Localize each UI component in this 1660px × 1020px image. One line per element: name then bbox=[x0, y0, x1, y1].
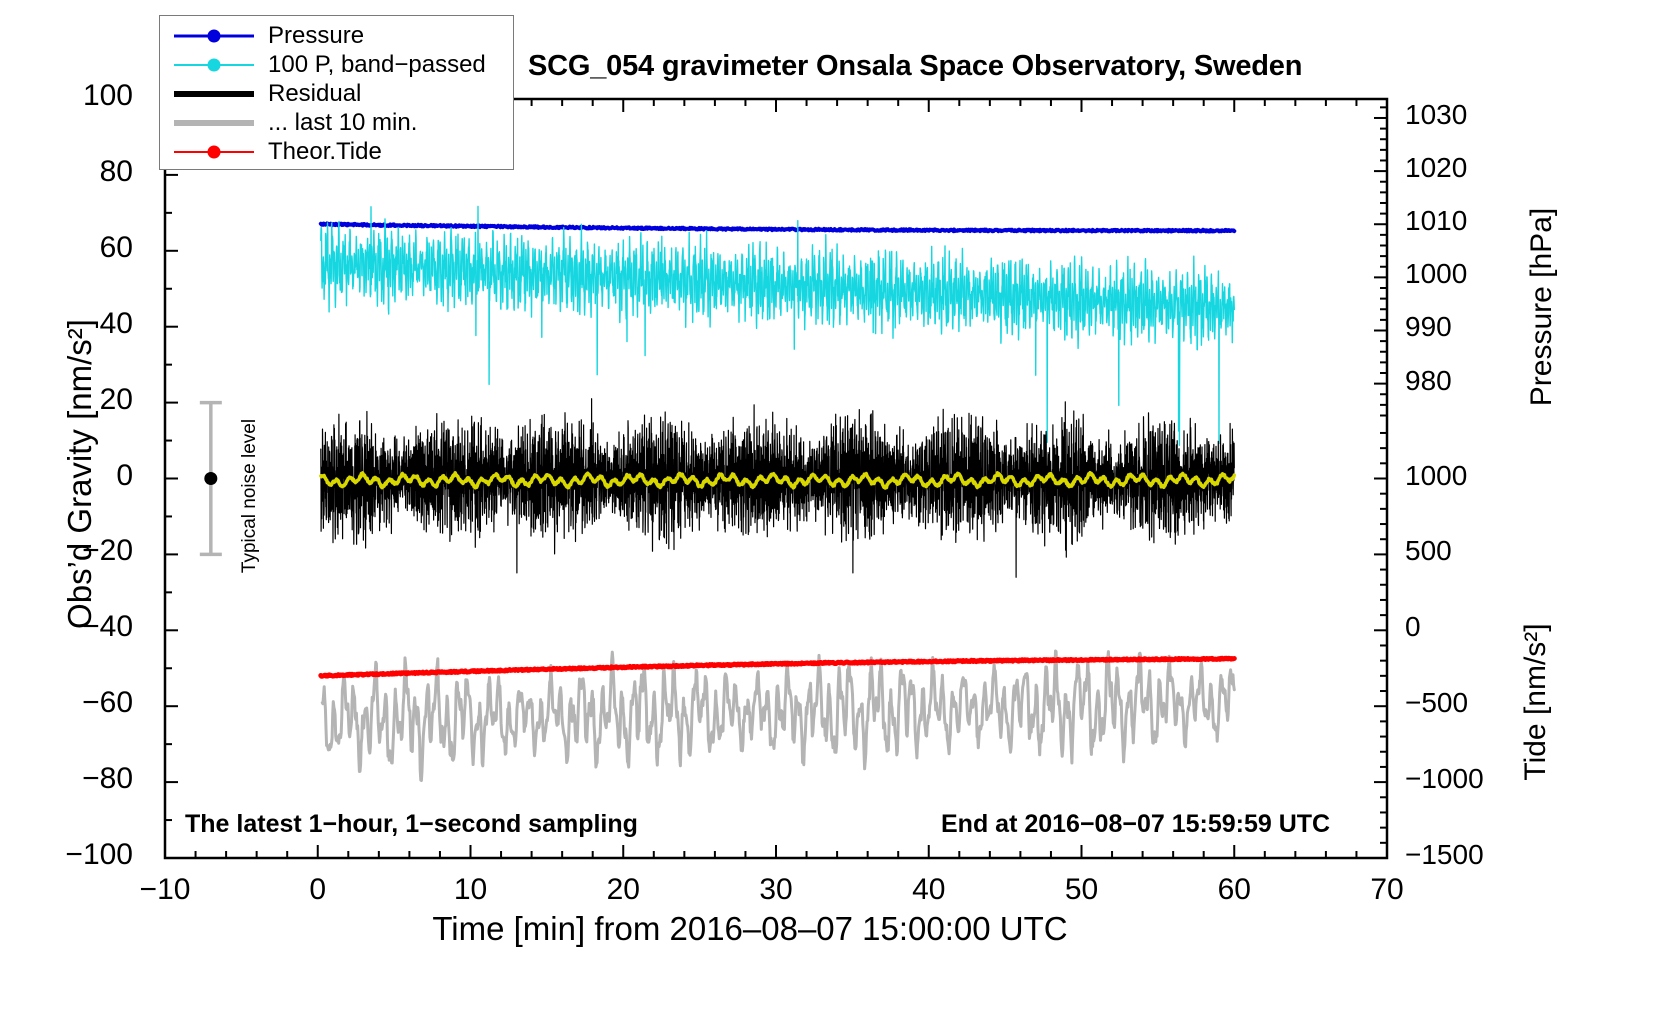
x-tick-4: 30 bbox=[759, 873, 793, 906]
y-tick-tide-1: −1000 bbox=[1405, 763, 1484, 795]
legend-entry-100-p-band-passed[interactable]: 100 P, band−passed bbox=[160, 50, 513, 79]
x-axis-label: Time [min] from 2016‒08‒07 15:00:00 UTC bbox=[432, 910, 1068, 947]
legend: Pressure 100 P, band−passed Residual... la… bbox=[159, 15, 514, 170]
y-tick-pressure-1: 990 bbox=[1405, 311, 1452, 343]
x-tick-1: 0 bbox=[309, 873, 327, 906]
legend-entry-last-10-min[interactable]: ... last 10 min. bbox=[160, 108, 513, 137]
y-tick-pressure-5: 1030 bbox=[1405, 98, 1468, 130]
series-residual-smoothed bbox=[319, 470, 1237, 490]
plot-annotations bbox=[199, 400, 222, 557]
legend-label: ... last 10 min. bbox=[268, 108, 418, 136]
legend-swatch-icon bbox=[172, 26, 256, 46]
x-tick-0: −10 bbox=[139, 873, 191, 906]
series-theor-tide bbox=[318, 655, 1237, 679]
x-tick-5: 40 bbox=[912, 873, 946, 906]
y-tick-left-5: 0 bbox=[116, 458, 133, 492]
x-tick-8: 70 bbox=[1370, 873, 1404, 906]
y-tick-left-10: 100 bbox=[82, 79, 133, 112]
legend-entry-pressure[interactable]: Pressure bbox=[160, 21, 513, 50]
y-tick-tide-5: 1000 bbox=[1405, 459, 1468, 491]
series-pressure bbox=[318, 221, 1237, 234]
y-tick-pressure-0: 980 bbox=[1405, 364, 1452, 396]
y-tick-left-0: −100 bbox=[65, 838, 133, 871]
y-tick-left-1: −80 bbox=[82, 762, 133, 796]
y-axis-right-tide-label: Tide [nm/s²] bbox=[1519, 623, 1552, 781]
y-tick-left-4: −20 bbox=[82, 534, 133, 568]
series-residual bbox=[320, 398, 1235, 578]
y-tick-tide-4: 500 bbox=[1405, 535, 1452, 567]
x-tick-7: 60 bbox=[1217, 873, 1251, 906]
y-tick-left-6: 20 bbox=[99, 382, 133, 416]
legend-entry-theor-tide[interactable]: Theor.Tide bbox=[160, 137, 513, 166]
y-tick-left-3: −40 bbox=[82, 610, 133, 644]
legend-swatch-icon bbox=[172, 55, 256, 75]
y-axis-right-pressure-label: Pressure [hPa] bbox=[1525, 207, 1558, 407]
footer-note-right: End at 2016−08−07 15:59:59 UTC bbox=[941, 810, 1331, 838]
noise-level-label: Typical noise level bbox=[239, 418, 260, 574]
y-tick-left-7: 40 bbox=[99, 306, 133, 340]
legend-label: Theor.Tide bbox=[268, 137, 382, 165]
legend-entry-residual[interactable]: Residual bbox=[160, 79, 513, 108]
y-tick-pressure-3: 1010 bbox=[1405, 205, 1468, 237]
series-last-10-min bbox=[320, 649, 1236, 782]
data-series bbox=[318, 205, 1237, 782]
y-tick-tide-3: 0 bbox=[1405, 611, 1421, 643]
y-tick-left-9: 80 bbox=[99, 154, 133, 188]
noise-level-bar bbox=[199, 400, 222, 557]
y-tick-pressure-4: 1020 bbox=[1405, 152, 1468, 184]
legend-label: 100 P, band−passed bbox=[268, 50, 486, 78]
y-tick-pressure-2: 1000 bbox=[1405, 258, 1468, 290]
series-100-p-band-passed bbox=[320, 205, 1235, 446]
y-tick-tide-0: −1500 bbox=[1405, 839, 1484, 870]
legend-swatch-icon bbox=[172, 142, 256, 162]
legend-label: Residual bbox=[268, 79, 362, 107]
footer-note-left: The latest 1−hour, 1−second sampling bbox=[185, 810, 638, 838]
x-tick-6: 50 bbox=[1064, 873, 1099, 906]
page-title: SCG_054 gravimeter Onsala Space Observat… bbox=[528, 50, 1303, 82]
legend-swatch-icon bbox=[172, 113, 256, 133]
x-tick-3: 20 bbox=[606, 873, 640, 906]
legend-label: Pressure bbox=[268, 21, 365, 49]
legend-swatch-icon bbox=[172, 84, 256, 104]
y-tick-left-2: −60 bbox=[82, 686, 133, 720]
y-tick-left-8: 60 bbox=[99, 230, 133, 264]
x-tick-2: 10 bbox=[453, 873, 488, 906]
y-tick-tide-2: −500 bbox=[1405, 687, 1469, 719]
